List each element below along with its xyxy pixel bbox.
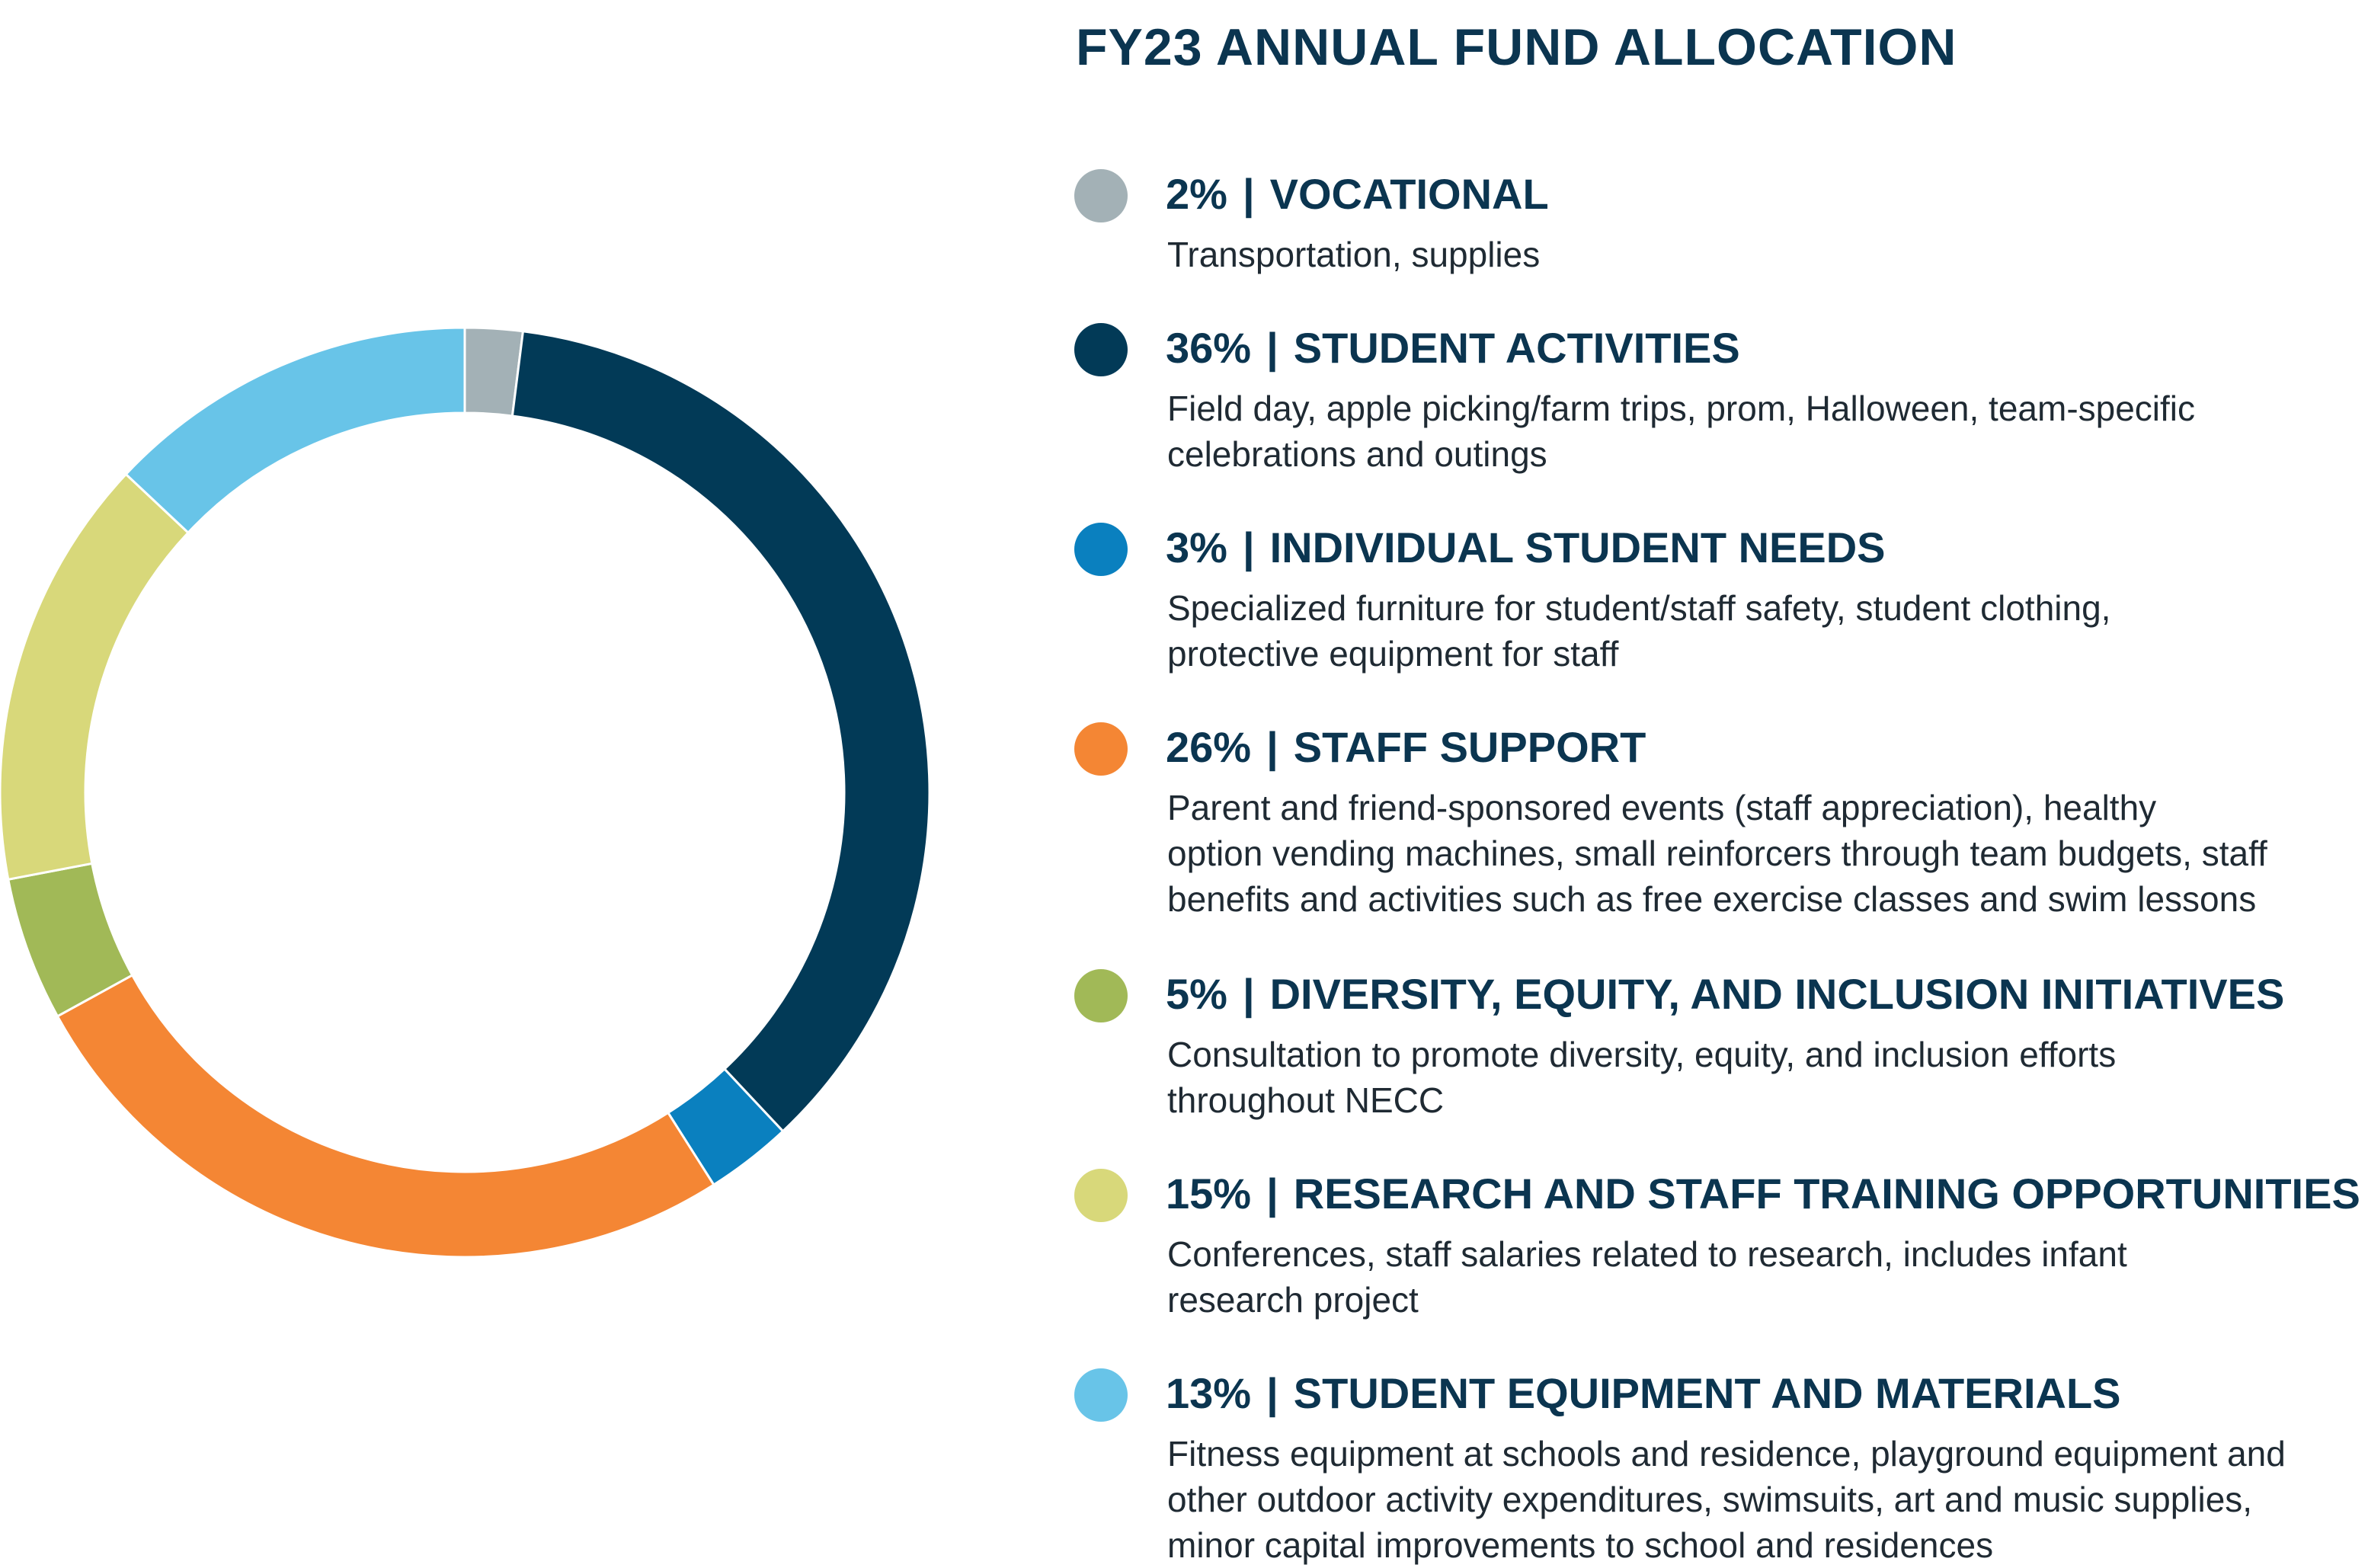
donut-slice-student-activities bbox=[510, 330, 931, 1133]
legend-description: Consultation to promote diversity, equit… bbox=[1167, 1035, 2117, 1120]
legend-percent: 3% bbox=[1166, 523, 1227, 571]
legend-swatch-vocational bbox=[1074, 169, 1128, 222]
legend-description: Specialized furniture for student/staff … bbox=[1167, 588, 2111, 674]
legend-swatch-student-activities bbox=[1074, 323, 1128, 376]
legend-separator: | bbox=[1242, 170, 1255, 218]
legend-separator: | bbox=[1266, 324, 1278, 372]
legend-separator: | bbox=[1266, 723, 1278, 771]
legend-label: STUDENT ACTIVITIES bbox=[1293, 324, 1740, 372]
legend-percent: 2% bbox=[1166, 170, 1227, 218]
legend-heading: 2% | VOCATIONAL bbox=[1166, 162, 1549, 227]
legend-label: STUDENT EQUIPMENT AND MATERIALS bbox=[1293, 1369, 2121, 1417]
legend-separator: | bbox=[1242, 523, 1255, 571]
legend-description: Field day, apple picking/farm trips, pro… bbox=[1167, 389, 2196, 474]
legend-label: DIVERSITY, EQUITY, AND INCLUSION INITIAT… bbox=[1269, 970, 2285, 1018]
legend-label: VOCATIONAL bbox=[1269, 170, 1549, 218]
legend-description: Fitness equipment at schools and residen… bbox=[1167, 1434, 2286, 1565]
legend-heading: 26% | STAFF SUPPORT bbox=[1166, 715, 1646, 780]
legend-heading: 5% | DIVERSITY, EQUITY, AND INCLUSION INIT… bbox=[1166, 962, 2284, 1027]
legend-label: RESEARCH AND STAFF TRAINING OPPORTUNITIE… bbox=[1293, 1170, 2360, 1218]
donut-slice-staff-support bbox=[56, 973, 715, 1259]
legend-separator: | bbox=[1266, 1170, 1278, 1218]
legend-percent: 36% bbox=[1166, 324, 1252, 372]
chart-title: FY23 ANNUAL FUND ALLOCATION bbox=[1076, 18, 1957, 76]
legend-swatch-individual-student-needs bbox=[1074, 523, 1128, 576]
legend-percent: 5% bbox=[1166, 970, 1227, 1018]
legend-heading: 36% | STUDENT ACTIVITIES bbox=[1166, 315, 1740, 381]
legend-heading: 3% | INDIVIDUAL STUDENT NEEDS bbox=[1166, 515, 1886, 581]
legend-label: INDIVIDUAL STUDENT NEEDS bbox=[1269, 523, 1886, 571]
legend-heading: 13% | STUDENT EQUIPMENT AND MATERIALS bbox=[1166, 1361, 2121, 1426]
legend-swatch-student-equipment-materials bbox=[1074, 1368, 1128, 1422]
legend-description: Parent and friend-sponsored events (staf… bbox=[1167, 788, 2267, 919]
legend-swatch-staff-support bbox=[1074, 722, 1128, 776]
legend-separator: | bbox=[1266, 1369, 1278, 1417]
legend-label: STAFF SUPPORT bbox=[1293, 723, 1646, 771]
legend-heading: 15% | RESEARCH AND STAFF TRAINING OPPORTUN… bbox=[1166, 1161, 2360, 1227]
legend-separator: | bbox=[1242, 970, 1255, 1018]
legend-description: Transportation, supplies bbox=[1167, 235, 1541, 274]
donut-chart bbox=[0, 326, 931, 1259]
legend-description: Conferences, staff salaries related to r… bbox=[1167, 1234, 2127, 1320]
legend-percent: 26% bbox=[1166, 723, 1252, 771]
legend-swatch-diversity-equity-inclusion bbox=[1074, 969, 1128, 1022]
legend-percent: 15% bbox=[1166, 1170, 1252, 1218]
donut-slice-student-equipment-and-materials bbox=[124, 326, 466, 535]
legend-percent: 13% bbox=[1166, 1369, 1252, 1417]
legend-swatch-research-staff-training bbox=[1074, 1169, 1128, 1222]
